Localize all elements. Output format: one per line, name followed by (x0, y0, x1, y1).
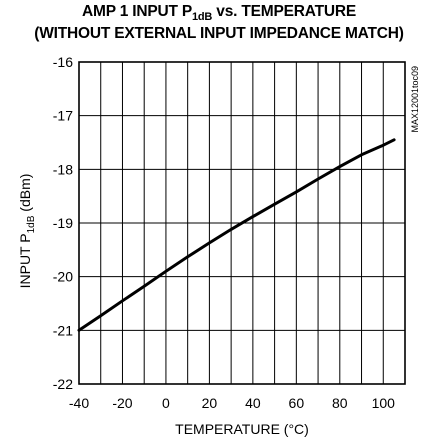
y-tick-label: -17 (53, 108, 73, 124)
series-line (77, 138, 396, 332)
y-tick-label: -16 (53, 54, 73, 70)
x-tick-labels: -40 -20 0 20 40 60 80 100 (69, 395, 395, 411)
x-tick-label: 100 (372, 395, 396, 411)
x-tick-label: 80 (332, 395, 348, 411)
x-tick-label: 40 (245, 395, 261, 411)
chart-title-line1: AMP 1 INPUT P1dB vs. TEMPERATURE (82, 3, 356, 24)
x-tick-label: -20 (112, 395, 132, 411)
y-axis-label: INPUT P1dB (dBm) (17, 174, 37, 289)
y-tick-label: -22 (53, 376, 73, 392)
figure-id-label: MAX12001toc09 (410, 66, 420, 133)
plot-frame (78, 61, 406, 385)
y-tick-label: -21 (53, 322, 73, 338)
y-tick-label: -19 (53, 215, 73, 231)
x-axis-label: TEMPERATURE (°C) (175, 421, 309, 437)
x-tick-label: -40 (69, 395, 89, 411)
x-tick-label: 0 (162, 395, 170, 411)
x-tick-label: 20 (202, 395, 218, 411)
y-tick-label: -20 (53, 269, 73, 285)
y-tick-labels: -16 -17 -18 -19 -20 -21 -22 (53, 54, 73, 392)
x-tick-label: 60 (289, 395, 305, 411)
y-tick-label: -18 (53, 161, 73, 177)
chart-title-line2: (WITHOUT EXTERNAL INPUT IMPEDANCE MATCH) (34, 25, 404, 42)
